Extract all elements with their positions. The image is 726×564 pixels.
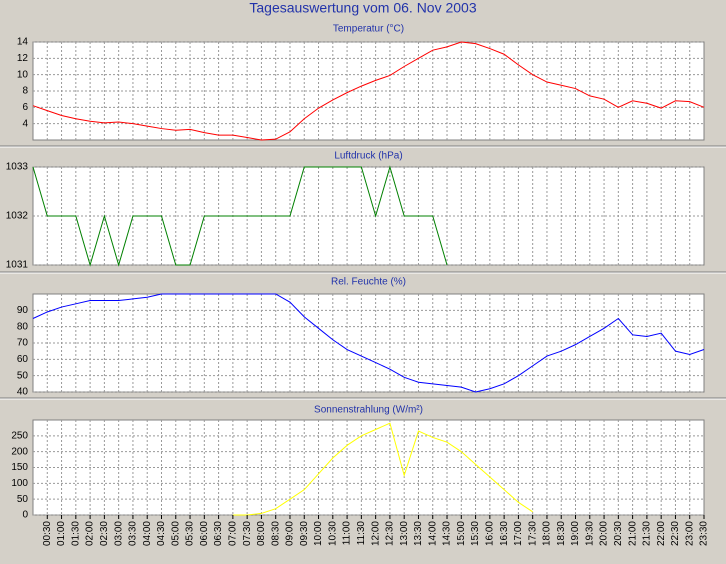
x-tick-label: 13:00	[399, 521, 410, 546]
x-tick-label: 18:30	[556, 521, 567, 546]
y-tick-label: 60	[17, 354, 29, 365]
x-tick-label: 03:30	[128, 521, 139, 546]
panel-title: Sonnenstrahlung (W/m²)	[314, 405, 423, 416]
x-tick-label: 16:00	[484, 521, 495, 546]
plot-area	[32, 41, 705, 141]
y-tick-label: 80	[17, 321, 29, 332]
page-title: Tagesauswertung vom 06. Nov 2003	[249, 0, 476, 16]
data-line	[32, 165, 448, 267]
x-tick-label: 05:00	[170, 521, 181, 546]
x-tick-label: 15:30	[470, 521, 481, 546]
y-tick-label: 70	[17, 338, 29, 349]
x-tick-label: 17:00	[513, 521, 524, 546]
y-tick-label: 8	[22, 86, 28, 97]
x-tick-label: 22:00	[656, 521, 667, 546]
x-tick-label: 16:30	[499, 521, 510, 546]
x-tick-label: 05:30	[185, 521, 196, 546]
panel-title: Luftdruck (hPa)	[334, 151, 402, 162]
x-tick-label: 23:30	[699, 521, 710, 546]
x-tick-label: 22:30	[670, 521, 681, 546]
x-tick-label: 04:00	[142, 521, 153, 546]
x-tick-label: 23:00	[684, 521, 695, 546]
data-line	[232, 422, 533, 516]
y-tick-label: 90	[17, 305, 29, 316]
y-tick-label: 12	[17, 53, 29, 64]
x-tick-label: 10:30	[327, 521, 338, 546]
y-tick-label: 4	[22, 118, 28, 129]
x-tick-label: 13:30	[413, 521, 424, 546]
y-tick-label: 250	[11, 430, 28, 441]
x-tick-label: 12:00	[370, 521, 381, 546]
x-tick-label: 06:30	[213, 521, 224, 546]
x-tick-label: 20:00	[599, 521, 610, 546]
y-tick-label: 10	[17, 69, 29, 80]
panel-title: Temperatur (°C)	[333, 24, 404, 35]
x-tick-label: 21:30	[642, 521, 653, 546]
y-tick-label: 50	[17, 494, 29, 505]
x-tick-label: 19:00	[570, 521, 581, 546]
x-tick-label: 02:30	[99, 521, 110, 546]
y-tick-label: 50	[17, 370, 29, 381]
x-tick-label: 01:00	[56, 521, 67, 546]
y-tick-label: 200	[11, 446, 28, 457]
y-tick-label: 100	[11, 478, 28, 489]
data-line	[32, 41, 705, 141]
x-tick-label: 08:00	[256, 521, 267, 546]
x-tick-label: 06:00	[199, 521, 210, 546]
x-tick-label: 11:00	[342, 521, 353, 546]
x-tick-label: 19:30	[584, 521, 595, 546]
x-tick-label: 02:00	[85, 521, 96, 546]
y-tick-label: 1032	[6, 211, 29, 222]
x-tick-label: 18:00	[542, 521, 553, 546]
y-tick-label: 0	[22, 510, 28, 521]
x-tick-label: 00:30	[42, 521, 53, 546]
panel-title: Rel. Feuchte (%)	[331, 277, 406, 288]
x-tick-label: 01:30	[70, 521, 81, 546]
x-tick-label: 14:30	[442, 521, 453, 546]
y-tick-label: 1033	[6, 162, 29, 173]
x-tick-label: 03:00	[113, 521, 124, 546]
x-tick-label: 10:00	[313, 521, 324, 546]
plot-area	[32, 293, 705, 393]
x-tick-label: 15:00	[456, 521, 467, 546]
x-tick-label: 12:30	[385, 521, 396, 546]
data-line	[32, 293, 705, 393]
plot-area	[32, 419, 705, 516]
x-tick-label: 17:30	[527, 521, 538, 546]
x-tick-label: 21:00	[627, 521, 638, 546]
x-tick-label: 04:30	[156, 521, 167, 546]
x-tick-label: 07:00	[228, 521, 239, 546]
x-tick-label: 09:00	[285, 521, 296, 546]
x-tick-label: 08:30	[270, 521, 281, 546]
x-tick-label: 07:30	[242, 521, 253, 546]
x-tick-label: 11:30	[356, 521, 367, 546]
y-tick-label: 150	[11, 462, 28, 473]
x-tick-label: 20:30	[613, 521, 624, 546]
y-tick-label: 1031	[6, 260, 29, 271]
x-tick-label: 09:30	[299, 521, 310, 546]
y-tick-label: 14	[17, 37, 29, 48]
y-tick-label: 40	[17, 387, 29, 398]
y-tick-label: 6	[22, 102, 28, 113]
x-tick-label: 14:00	[427, 521, 438, 546]
